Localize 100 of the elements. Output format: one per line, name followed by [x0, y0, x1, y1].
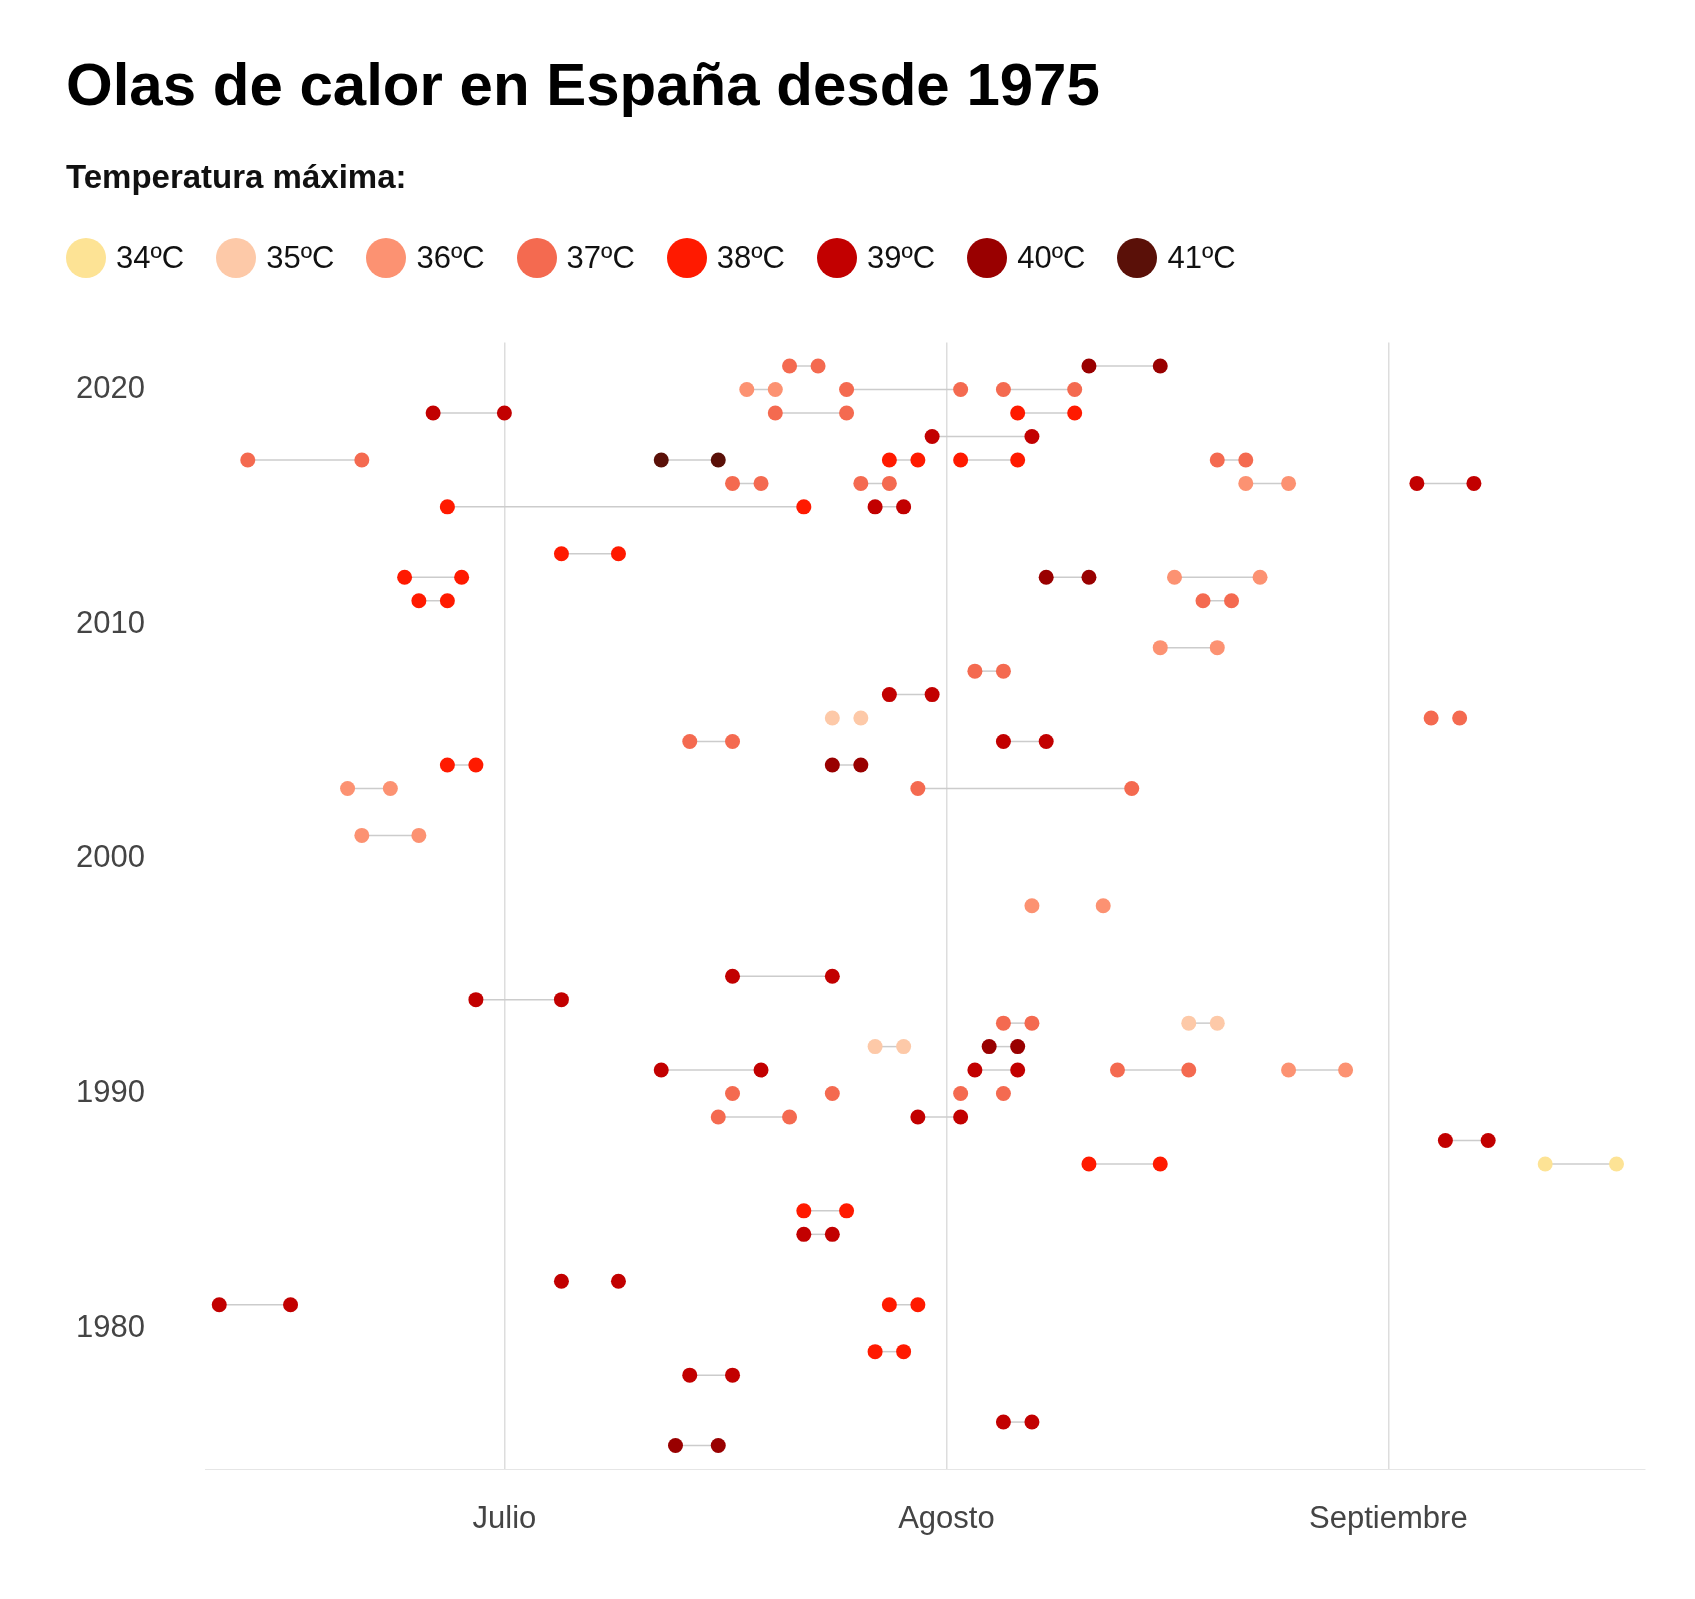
point	[1067, 405, 1083, 421]
point	[953, 452, 969, 468]
point	[1167, 569, 1183, 585]
point	[839, 1203, 855, 1219]
point	[1095, 898, 1111, 914]
point	[1238, 452, 1254, 468]
point	[1124, 780, 1140, 796]
point	[610, 546, 626, 562]
point	[1038, 734, 1054, 750]
point	[896, 499, 912, 515]
point	[1480, 1132, 1496, 1148]
point	[924, 687, 940, 703]
point	[767, 405, 783, 421]
point	[553, 546, 569, 562]
point	[1195, 593, 1211, 609]
point	[824, 1086, 840, 1102]
point	[1010, 405, 1026, 421]
point	[725, 1367, 741, 1383]
point	[995, 1086, 1011, 1102]
point	[896, 1039, 912, 1055]
point	[354, 452, 370, 468]
point	[896, 1344, 912, 1360]
point	[1437, 1132, 1453, 1148]
point	[995, 1414, 1011, 1430]
point	[1024, 1414, 1040, 1430]
point	[411, 827, 427, 843]
point	[382, 780, 398, 796]
point	[995, 1015, 1011, 1031]
point	[910, 1297, 926, 1313]
point	[824, 710, 840, 726]
point	[1024, 428, 1040, 444]
point	[881, 687, 897, 703]
point	[668, 1438, 683, 1454]
point	[967, 1062, 983, 1078]
legend-label: 39ºC	[867, 240, 936, 276]
legend-label: 38ºC	[716, 240, 786, 276]
point	[910, 1109, 926, 1125]
point	[953, 1109, 969, 1125]
x-tick-label: Septiembre	[1309, 1500, 1468, 1536]
point	[1224, 593, 1240, 609]
point	[739, 382, 755, 398]
point	[953, 1086, 969, 1102]
y-tick-label: 2000	[76, 839, 145, 875]
legend-label: 37ºC	[566, 240, 635, 276]
point	[411, 593, 427, 609]
point	[1338, 1062, 1354, 1078]
point	[810, 358, 826, 374]
point	[796, 1226, 812, 1242]
point	[283, 1297, 299, 1313]
point	[1010, 1039, 1026, 1055]
point	[995, 663, 1011, 679]
point	[468, 757, 484, 773]
point	[1081, 1156, 1097, 1172]
point	[725, 734, 741, 750]
point	[881, 452, 897, 468]
point	[1209, 452, 1225, 468]
point	[853, 475, 869, 491]
point	[468, 992, 484, 1008]
point	[1409, 475, 1425, 491]
point	[211, 1297, 227, 1313]
point	[240, 452, 256, 468]
point	[1038, 569, 1054, 585]
point	[1081, 358, 1097, 374]
point	[924, 428, 940, 444]
point	[610, 1273, 626, 1289]
point	[653, 1062, 669, 1078]
point	[981, 1039, 997, 1055]
point	[995, 734, 1011, 750]
legend-label: 36ºC	[416, 240, 485, 276]
point	[1423, 710, 1439, 726]
point	[425, 405, 441, 421]
point	[1252, 569, 1268, 585]
point	[1181, 1062, 1197, 1078]
point	[839, 405, 855, 421]
point	[710, 452, 726, 468]
point	[653, 452, 669, 468]
point	[753, 1062, 769, 1078]
point	[439, 593, 455, 609]
point	[725, 1086, 741, 1102]
point	[1281, 1062, 1297, 1078]
point	[782, 1109, 798, 1125]
point	[953, 382, 969, 398]
point	[753, 475, 769, 491]
point	[867, 499, 883, 515]
point	[710, 1438, 726, 1454]
point	[682, 734, 698, 750]
point	[553, 992, 569, 1008]
point	[454, 569, 470, 585]
point	[553, 1273, 569, 1289]
chart-title: Olas de calor en España desde 1975	[66, 50, 1100, 119]
point	[1152, 1156, 1168, 1172]
y-tick-label: 2010	[76, 604, 145, 640]
point	[796, 499, 812, 515]
point	[725, 475, 741, 491]
point	[853, 757, 869, 773]
x-tick-label: Agosto	[898, 1500, 995, 1536]
point	[767, 382, 783, 398]
legend-label: 35ºC	[266, 240, 335, 276]
point	[910, 452, 926, 468]
point	[354, 827, 370, 843]
